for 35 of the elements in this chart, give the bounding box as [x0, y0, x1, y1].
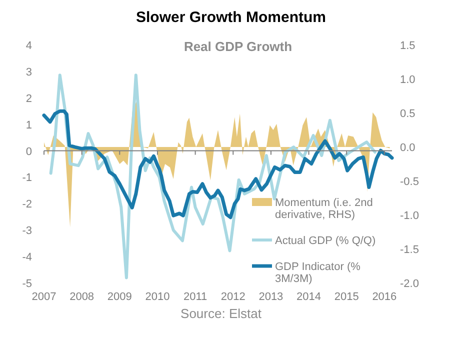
x-tick-label: 2015 [334, 291, 359, 303]
source-note: Source: Elstat [180, 306, 262, 321]
y-tick-label: -1 [22, 172, 32, 184]
y2-tick-label: -1.0 [400, 210, 419, 222]
y-tick-label: -2 [22, 198, 32, 211]
y2-tick-label: 0.0 [400, 142, 416, 154]
y-tick-label: -4 [22, 252, 32, 264]
y-tick-label: 0 [26, 146, 32, 158]
legend-label: Actual GDP (% Q/Q) [275, 235, 376, 247]
legend-label: Momentum (i.e. 2nd derivative, RHS) [275, 197, 373, 221]
y-tick-label: -5 [22, 278, 32, 290]
y-tick-label: 3 [26, 66, 32, 78]
x-tick-label: 2011 [183, 291, 208, 303]
x-tick-label: 2008 [70, 291, 94, 303]
legend-label: GDP Indicator (% 3M/3M) [275, 261, 361, 285]
chart-title: Slower Growth Momentum [136, 9, 326, 26]
y2-tick-label: -2.0 [400, 278, 419, 290]
y2-tick-label: 1.5 [400, 40, 416, 52]
y-tick-label: 1 [26, 119, 32, 132]
y-tick-label: 2 [26, 92, 32, 105]
y-tick-label: -3 [22, 225, 32, 238]
x-tick-label: 2009 [107, 291, 132, 303]
y2-tick-label: -0.5 [400, 176, 419, 188]
x-tick-label: 2016 [372, 291, 397, 303]
line-series [42, 109, 394, 220]
x-tick-label: 2012 [220, 291, 246, 303]
x-tick-label: 2013 [258, 291, 284, 303]
y2-tick-label: 1.0 [400, 74, 416, 86]
y-tick-label: 4 [26, 40, 32, 52]
x-tick-label: 2010 [145, 291, 170, 303]
y2-tick-label: 0.5 [400, 108, 416, 120]
x-tick-label: 2014 [296, 291, 322, 303]
x-tick-label: 2007 [32, 291, 56, 303]
chart-subtitle: Real GDP Growth [184, 39, 292, 54]
y2-tick-label: -1.5 [400, 244, 419, 256]
